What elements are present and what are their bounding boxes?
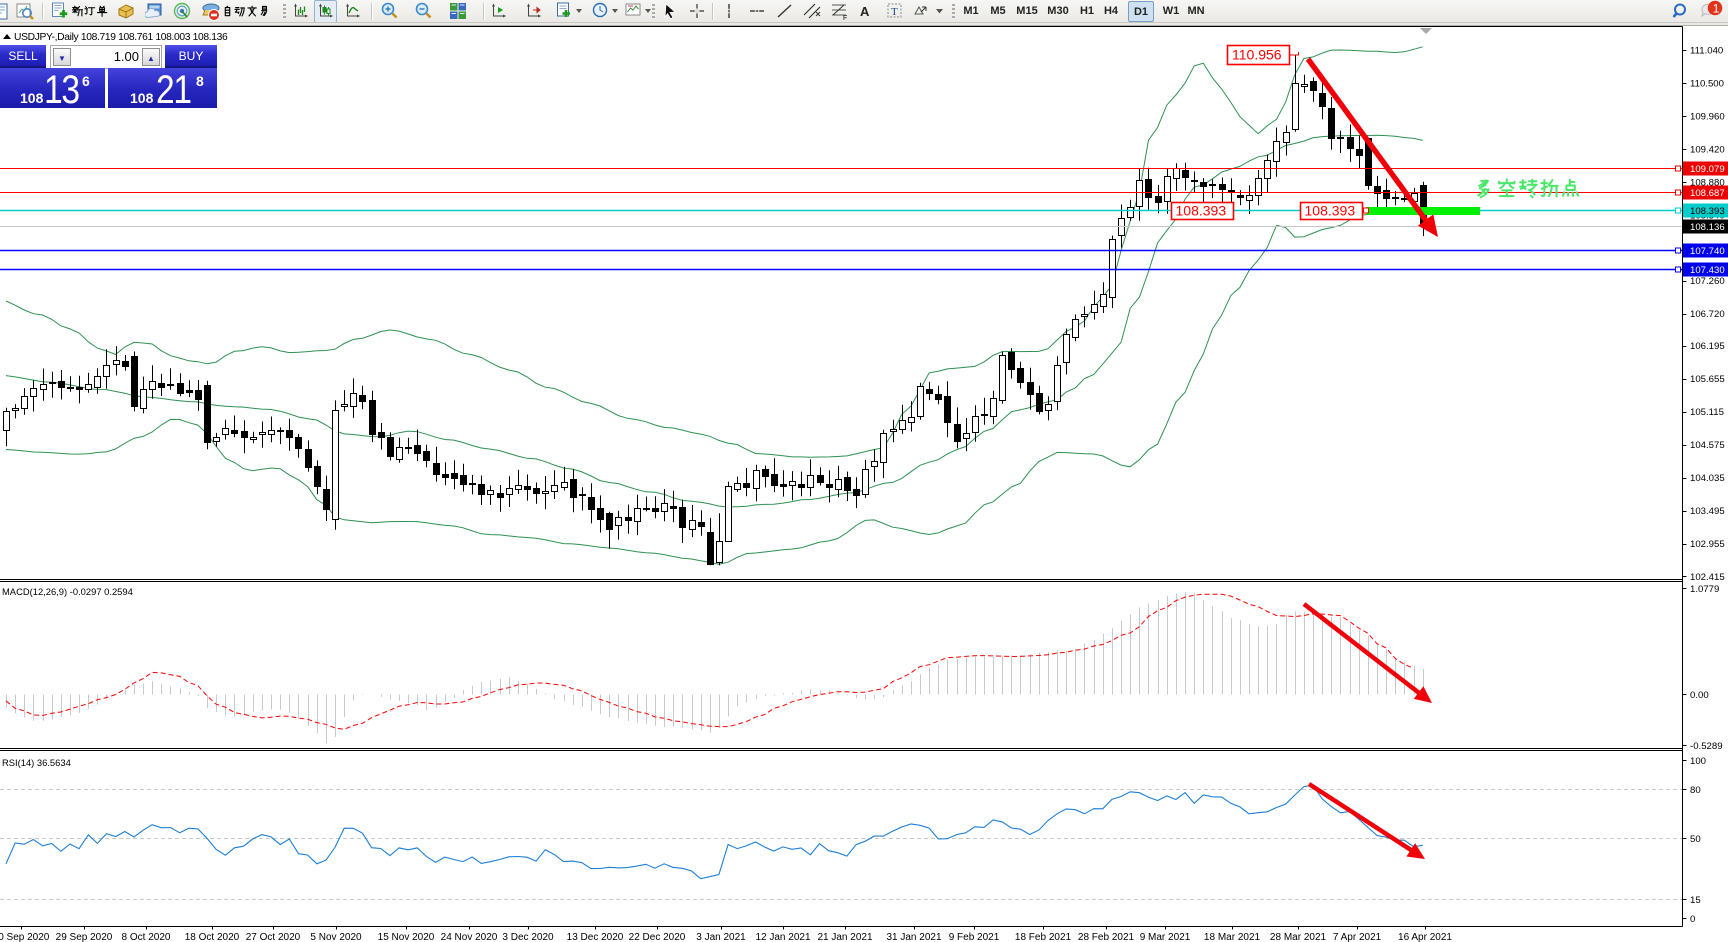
svg-text:108.393: 108.393 bbox=[1305, 203, 1356, 219]
svg-text:107.260: 107.260 bbox=[1690, 276, 1725, 287]
svg-text:RSI(14) 36.5634: RSI(14) 36.5634 bbox=[2, 757, 71, 768]
svg-text:107.430: 107.430 bbox=[1690, 265, 1725, 276]
svg-text:27 Oct 2020: 27 Oct 2020 bbox=[246, 932, 301, 942]
svg-text:50: 50 bbox=[1690, 834, 1701, 845]
svg-text:21 Jan 2021: 21 Jan 2021 bbox=[817, 932, 872, 942]
svg-text:110.500: 110.500 bbox=[1690, 78, 1724, 89]
svg-text:1: 1 bbox=[1713, 1, 1720, 15]
svg-text:102.415: 102.415 bbox=[1690, 572, 1725, 583]
svg-text:F: F bbox=[843, 15, 847, 21]
svg-text:18 Mar 2021: 18 Mar 2021 bbox=[1204, 932, 1261, 942]
svg-text:12 Jan 2021: 12 Jan 2021 bbox=[755, 932, 810, 942]
svg-text:100: 100 bbox=[1690, 756, 1706, 767]
svg-text:MACD(12,26,9) -0.0297 0.2594: MACD(12,26,9) -0.0297 0.2594 bbox=[2, 586, 133, 597]
svg-text:3 Dec 2020: 3 Dec 2020 bbox=[502, 932, 554, 942]
svg-text:18 Feb 2021: 18 Feb 2021 bbox=[1015, 932, 1072, 942]
svg-text:9 Feb 2021: 9 Feb 2021 bbox=[949, 932, 1000, 942]
svg-text:0: 0 bbox=[1690, 914, 1695, 925]
svg-text:108.393: 108.393 bbox=[1690, 206, 1725, 217]
svg-text:-0.5289: -0.5289 bbox=[1690, 741, 1723, 752]
svg-text:102.955: 102.955 bbox=[1690, 539, 1725, 550]
svg-text:USDJPY-,Daily 108.719 108.761: USDJPY-,Daily 108.719 108.761 108.003 10… bbox=[14, 32, 228, 43]
svg-text:15 Nov 2020: 15 Nov 2020 bbox=[378, 932, 435, 942]
svg-text:18 Oct 2020: 18 Oct 2020 bbox=[185, 932, 240, 942]
svg-text:107.740: 107.740 bbox=[1690, 246, 1725, 257]
svg-text:28 Mar 2021: 28 Mar 2021 bbox=[1270, 932, 1327, 942]
svg-text:8 Oct 2020: 8 Oct 2020 bbox=[122, 932, 171, 942]
svg-text:109.960: 109.960 bbox=[1690, 111, 1725, 122]
svg-text:108.393: 108.393 bbox=[1176, 203, 1227, 219]
svg-text:109.420: 109.420 bbox=[1690, 144, 1725, 155]
svg-text:13 Dec 2020: 13 Dec 2020 bbox=[567, 932, 624, 942]
svg-text:109.079: 109.079 bbox=[1690, 164, 1725, 175]
svg-text:20 Sep 2020: 20 Sep 2020 bbox=[0, 932, 50, 942]
svg-text:104.575: 104.575 bbox=[1690, 440, 1725, 451]
svg-text:105.655: 105.655 bbox=[1690, 374, 1725, 385]
svg-text:16 Apr 2021: 16 Apr 2021 bbox=[1398, 932, 1452, 942]
svg-text:106.720: 106.720 bbox=[1690, 309, 1725, 320]
svg-text:T: T bbox=[891, 6, 898, 18]
svg-text:24 Nov 2020: 24 Nov 2020 bbox=[441, 932, 498, 942]
svg-text:29 Sep 2020: 29 Sep 2020 bbox=[56, 932, 113, 942]
svg-text:105.115: 105.115 bbox=[1690, 407, 1724, 418]
svg-text:28 Feb 2021: 28 Feb 2021 bbox=[1078, 932, 1135, 942]
svg-text:111.040: 111.040 bbox=[1690, 45, 1723, 56]
svg-text:108.136: 108.136 bbox=[1690, 222, 1725, 233]
svg-text:15: 15 bbox=[1690, 895, 1701, 906]
svg-text:31 Jan 2021: 31 Jan 2021 bbox=[886, 932, 941, 942]
svg-text:108.687: 108.687 bbox=[1690, 188, 1725, 199]
svg-text:5 Nov 2020: 5 Nov 2020 bbox=[310, 932, 362, 942]
svg-text:1.0779: 1.0779 bbox=[1690, 584, 1719, 595]
svg-text:108.880: 108.880 bbox=[1690, 177, 1725, 188]
svg-text:104.035: 104.035 bbox=[1690, 473, 1725, 484]
svg-text:22 Dec 2020: 22 Dec 2020 bbox=[629, 932, 686, 942]
svg-text:3 Jan 2021: 3 Jan 2021 bbox=[696, 932, 746, 942]
svg-text:9 Mar 2021: 9 Mar 2021 bbox=[1140, 932, 1191, 942]
svg-text:106.195: 106.195 bbox=[1690, 341, 1725, 352]
svg-text:7 Apr 2021: 7 Apr 2021 bbox=[1333, 932, 1382, 942]
svg-text:103.495: 103.495 bbox=[1690, 506, 1725, 517]
svg-text:0.00: 0.00 bbox=[1690, 690, 1709, 701]
svg-text:110.956: 110.956 bbox=[1232, 47, 1282, 63]
svg-text:80: 80 bbox=[1690, 785, 1701, 796]
